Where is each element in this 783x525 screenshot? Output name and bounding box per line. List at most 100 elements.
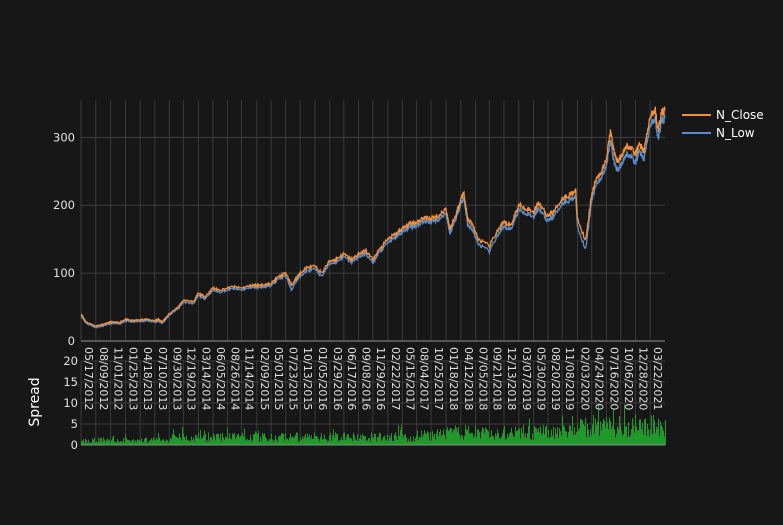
spread-bar <box>591 435 592 445</box>
spread-bar <box>218 433 219 445</box>
spread-bar <box>128 440 129 445</box>
spread-bar <box>147 442 148 445</box>
spread-bar <box>118 440 119 445</box>
spread-bar <box>321 433 322 445</box>
spread-bar <box>563 425 564 445</box>
spread-bar <box>466 429 467 445</box>
spread-bar <box>322 439 323 445</box>
spread-bar <box>629 436 630 445</box>
spread-bar <box>495 433 496 445</box>
spread-bar <box>197 437 198 445</box>
spread-bar <box>583 424 584 445</box>
spread-bar <box>564 426 565 445</box>
spread-bar <box>324 434 325 445</box>
spread-bar <box>553 426 554 445</box>
spread-bar <box>328 440 329 445</box>
spread-y-tick-label: 15 <box>63 375 78 389</box>
spread-bar <box>189 440 190 445</box>
spread-bar <box>185 439 186 445</box>
spread-bar <box>184 436 185 445</box>
spread-bar <box>134 442 135 445</box>
spread-bar <box>593 415 594 445</box>
spread-bar <box>507 434 508 445</box>
spread-bar <box>293 437 294 445</box>
spread-bar <box>86 439 87 445</box>
spread-bar <box>623 433 624 445</box>
spread-bar <box>489 437 490 445</box>
spread-bar <box>82 440 83 445</box>
spread-bar <box>620 425 621 445</box>
spread-bar <box>378 437 379 445</box>
spread-bar <box>493 436 494 445</box>
spread-bar <box>405 433 406 445</box>
spread-bar <box>111 440 112 445</box>
spread-bar <box>107 438 108 445</box>
spread-bar <box>602 423 603 445</box>
x-tick-label: 08/09/2012 <box>97 347 110 410</box>
spread-bar <box>459 434 460 445</box>
spread-bar <box>431 440 432 445</box>
spread-bar <box>90 441 91 445</box>
spread-bar <box>436 433 437 445</box>
spread-bar <box>586 437 587 445</box>
spread-bar <box>237 434 238 445</box>
spread-bar <box>327 441 328 445</box>
spread-bar <box>584 425 585 445</box>
spread-bar <box>162 439 163 445</box>
spread-bar <box>221 441 222 445</box>
spread-bar <box>366 440 367 445</box>
spread-bar <box>213 433 214 445</box>
spread-bar <box>92 438 93 445</box>
spread-bar <box>439 431 440 445</box>
spread-bar <box>502 433 503 445</box>
spread-bar <box>530 438 531 445</box>
x-tick-label: 04/18/2013 <box>141 347 154 410</box>
spread-bar <box>485 427 486 445</box>
spread-bar <box>356 440 357 445</box>
spread-bar <box>340 440 341 445</box>
spread-bar <box>361 439 362 445</box>
spread-bar <box>388 440 389 445</box>
spread-bar <box>625 426 626 445</box>
spread-bar <box>264 433 265 445</box>
spread-bar <box>370 441 371 445</box>
spread-bar <box>545 426 546 445</box>
spread-bar <box>499 437 500 445</box>
spread-bar <box>411 441 412 445</box>
spread-bar <box>160 440 161 445</box>
spread-bar <box>232 433 233 445</box>
spread-bar <box>372 436 373 445</box>
spread-bar <box>598 403 599 445</box>
spread-bar <box>288 440 289 445</box>
spread-bar <box>256 432 257 445</box>
spread-bar <box>371 432 372 445</box>
spread-bar <box>385 439 386 445</box>
spread-bar <box>130 441 131 445</box>
spread-bar <box>422 436 423 445</box>
spread-bar <box>84 442 85 445</box>
spread-bar <box>410 436 411 445</box>
spread-bar <box>337 433 338 445</box>
spread-bar <box>414 441 415 445</box>
x-tick-label: 11/01/2012 <box>112 347 125 410</box>
spread-bar <box>449 429 450 445</box>
spread-bar <box>592 424 593 445</box>
spread-bar <box>462 435 463 445</box>
spread-bar <box>117 438 118 445</box>
spread-bar <box>135 440 136 445</box>
spread-bar <box>653 414 654 445</box>
spread-bar <box>313 438 314 445</box>
spread-bar <box>632 418 633 445</box>
spread-bar <box>524 436 525 445</box>
spread-bar <box>260 436 261 445</box>
spread-bar <box>219 438 220 445</box>
spread-bar <box>236 436 237 445</box>
spread-bar <box>97 442 98 445</box>
spread-bar <box>365 436 366 445</box>
spread-bar <box>394 434 395 445</box>
spread-bar <box>652 434 653 445</box>
spread-bar <box>510 432 511 445</box>
spread-bar <box>112 437 113 445</box>
spread-bar <box>518 428 519 445</box>
spread-bar <box>231 439 232 445</box>
